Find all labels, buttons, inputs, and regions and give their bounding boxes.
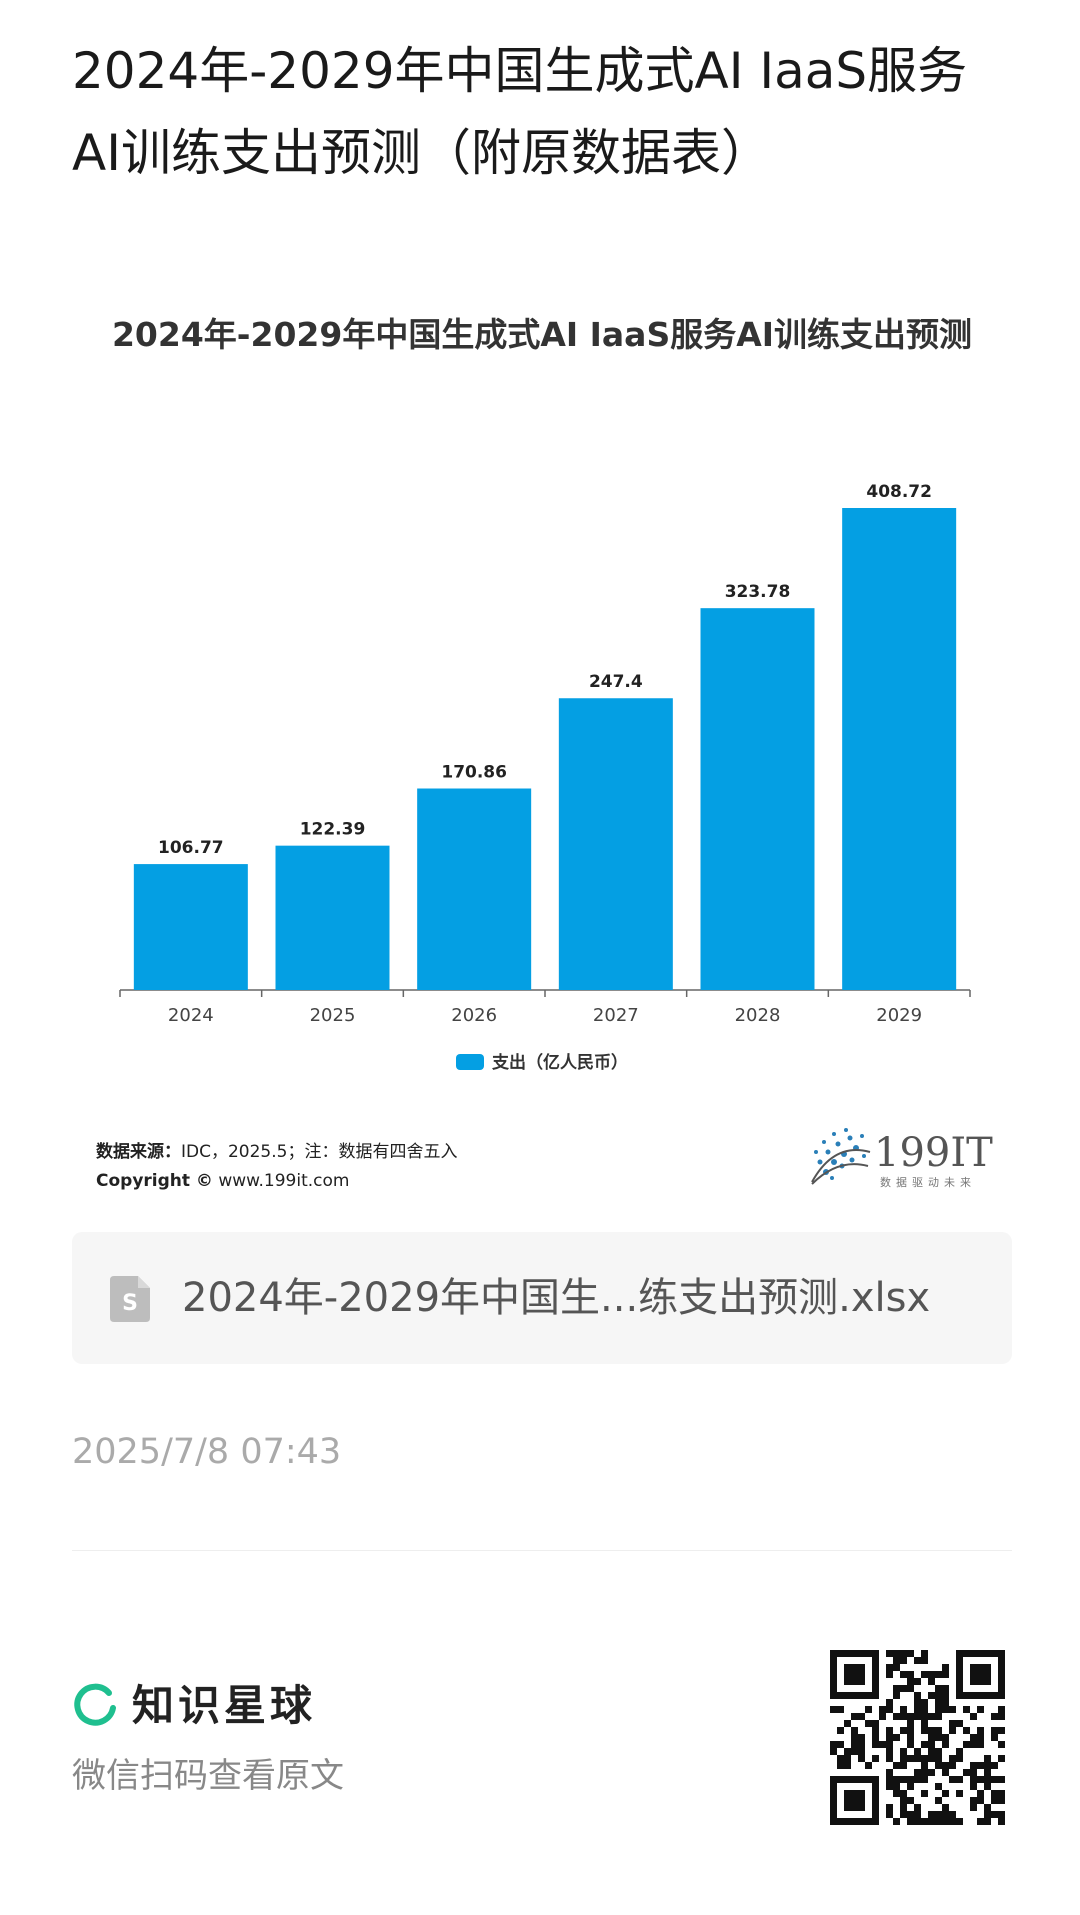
brand-number: 199IT (874, 1130, 993, 1176)
data-label-2025: 122.39 (300, 820, 366, 840)
zsxq-brand-name: 知识星球 (132, 1681, 317, 1730)
bar-chart: 106.77 2024 122.39 2025 170.86 2026 247.4 2027 3… (119, 482, 971, 1026)
data-source: 数据来源：IDC，2025.5；注：数据有四舍五入 Copyright © ww… (96, 1138, 457, 1196)
brand-slogan: 数据驱动未来 (880, 1175, 976, 1189)
bar-2027 (558, 698, 673, 990)
zsxq-logo-icon (74, 1683, 116, 1726)
x-tick-label-2025: 2025 (310, 1005, 356, 1026)
bar-2029 (842, 508, 957, 990)
file-name: 2024年-2029年中国生...练支出预测.xlsx (182, 1275, 931, 1321)
qr-code[interactable] (830, 1650, 1005, 1825)
data-label-2027: 247.4 (589, 672, 643, 692)
legend-swatch (456, 1054, 484, 1070)
chart-legend: 支出（亿人民币） (72, 1048, 1012, 1073)
x-tick-label-2029: 2029 (876, 1005, 922, 1026)
source-label: 数据来源： (96, 1142, 181, 1162)
x-tick-label-2028: 2028 (735, 1005, 781, 1026)
legend-label: 支出（亿人民币） (492, 1053, 628, 1073)
svg-text:S: S (122, 1291, 138, 1316)
data-label-2028: 323.78 (725, 582, 791, 602)
bar-2028 (700, 608, 815, 990)
source-site: www.199it.com (218, 1171, 350, 1191)
data-label-2029: 408.72 (866, 482, 932, 502)
x-tick-label-2024: 2024 (168, 1005, 214, 1026)
brand-199it-logo: 199IT 数据驱动未来 (811, 1128, 993, 1189)
attachment-file-card[interactable]: S 2024年-2029年中国生...练支出预测.xlsx (72, 1232, 1012, 1364)
chart-title: 2024年-2029年中国生成式AI IaaS服务AI训练支出预测 (111, 315, 973, 354)
bar-2024 (133, 864, 248, 990)
bar-2026 (417, 788, 532, 990)
post-timestamp: 2025/7/8 07:43 (72, 1432, 342, 1472)
page-title: 2024年-2029年中国生成式AI IaaS服务AI训练支出预测（附原数据表） (72, 42, 968, 182)
qr-modules (830, 1650, 1005, 1825)
data-label-2026: 170.86 (441, 763, 507, 783)
chart-card: 2024年-2029年中国生成式AI IaaS服务AI训练支出预测 106.77… (72, 280, 1012, 1220)
data-label-2024: 106.77 (158, 838, 224, 858)
source-text: IDC，2025.5；注：数据有四舍五入 (181, 1142, 458, 1162)
divider (72, 1550, 1012, 1551)
x-tick-label-2026: 2026 (451, 1005, 497, 1026)
scan-hint: 微信扫码查看原文 (72, 1756, 344, 1796)
bar-2025 (275, 845, 390, 990)
spreadsheet-file-icon: S (110, 1276, 150, 1322)
copyright-label: Copyright © (96, 1171, 213, 1191)
x-tick-label-2027: 2027 (593, 1005, 639, 1026)
